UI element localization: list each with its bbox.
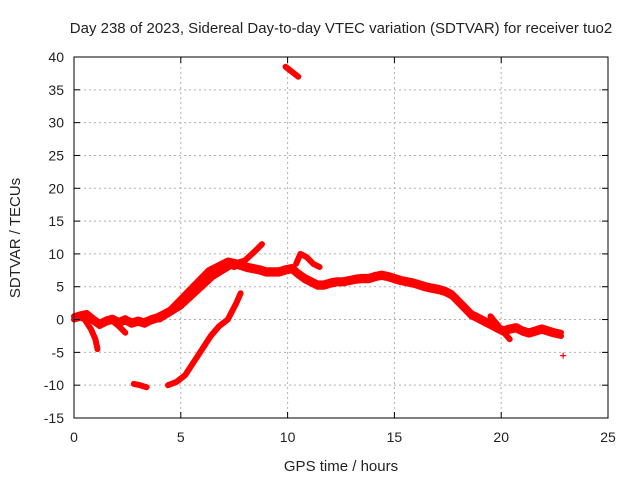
series-spike-segment [282, 63, 302, 80]
y-tick-label: -10 [44, 377, 64, 393]
series-short-segment [130, 380, 150, 391]
x-tick-label: 10 [280, 429, 296, 445]
x-tick-label: 15 [387, 429, 403, 445]
y-tick-label: 20 [48, 180, 64, 196]
y-tick-label: 35 [48, 82, 64, 98]
series-left-spur-1 [75, 313, 101, 353]
series-early-upper [135, 241, 265, 326]
y-tick-label: 10 [48, 246, 64, 262]
y-tick-label: 15 [48, 213, 64, 229]
x-axis-label: GPS time / hours [284, 458, 398, 475]
series-bump-segment [293, 250, 323, 270]
y-axis-label: SDTVAR / TECUs [7, 178, 24, 298]
series-main-band-b [71, 260, 564, 339]
plot-frame [73, 56, 609, 419]
series-early-lower [156, 257, 248, 323]
y-tick-label: 30 [48, 115, 64, 131]
chart-title: Day 238 of 2023, Sidereal Day-to-day VTE… [70, 20, 612, 37]
series-layer [71, 63, 567, 391]
y-tick-label: 40 [48, 49, 64, 65]
x-tick-label: 0 [70, 429, 78, 445]
y-tick-label: -15 [44, 410, 64, 426]
tick-labels: 0 5 10 15 20 25 -15 -10 -5 0 5 10 15 20 25 30 35 40 [44, 49, 616, 445]
grid [74, 57, 608, 418]
ticks [73, 56, 609, 419]
x-tick-label: 5 [177, 429, 185, 445]
x-tick-label: 25 [600, 429, 616, 445]
series-rising-trace [165, 290, 244, 389]
x-tick-label: 20 [493, 429, 509, 445]
series-late-spur [487, 313, 513, 343]
outlier-point [560, 352, 567, 359]
y-tick-label: 5 [56, 279, 64, 295]
series-left-spur-2 [109, 317, 129, 336]
y-tick-label: -5 [52, 344, 65, 360]
y-tick-label: 25 [48, 147, 64, 163]
y-tick-label: 0 [56, 312, 64, 328]
